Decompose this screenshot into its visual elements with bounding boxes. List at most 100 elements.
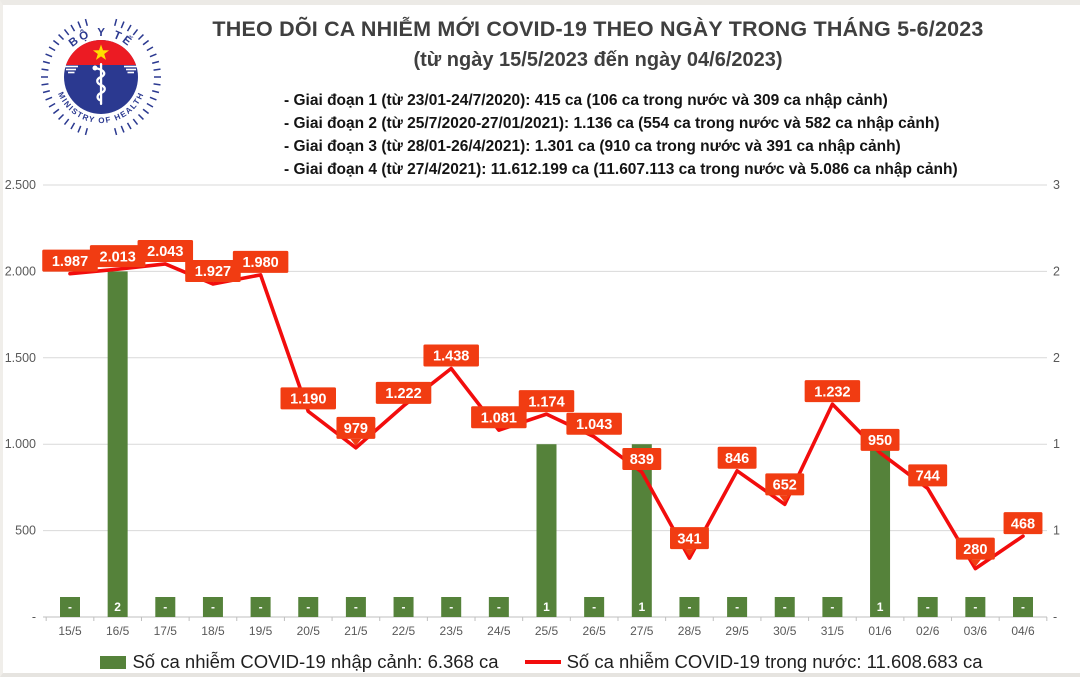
logo-radial-ticks xyxy=(41,18,161,136)
data-label-value: 652 xyxy=(773,478,797,494)
date-label: 04/6 xyxy=(1011,624,1035,638)
date-label: 26/5 xyxy=(582,624,606,638)
data-label-pointer xyxy=(350,438,362,446)
data-label-value: 1.081 xyxy=(481,410,517,426)
data-label-value: 846 xyxy=(725,451,749,467)
imported-cases-bar xyxy=(584,597,605,617)
logo-tick xyxy=(120,21,125,29)
imported-cases-bar xyxy=(870,444,891,617)
date-label: 20/5 xyxy=(297,624,321,638)
data-label-value: 979 xyxy=(344,421,368,437)
left-axis-tick-label: 1.500 xyxy=(5,351,36,365)
data-label-value: 1.232 xyxy=(814,384,850,400)
logo-tick xyxy=(84,127,89,136)
logo-tick xyxy=(146,102,154,108)
logo-tick xyxy=(137,113,144,120)
bar-value-label: - xyxy=(68,600,72,614)
logo-tick xyxy=(41,68,49,71)
logo-tick xyxy=(77,125,82,133)
data-label-value: 280 xyxy=(963,542,987,558)
legend-imported-label: Số ca nhiễm COVID-19 nhập cảnh: 6.368 ca xyxy=(132,651,499,672)
data-label-box xyxy=(423,344,479,367)
bar-value-label: - xyxy=(306,600,310,614)
logo-tick xyxy=(142,108,150,115)
date-label: 25/5 xyxy=(535,624,559,638)
imported-cases-bar xyxy=(965,597,986,617)
legend-domestic-label: Số ca nhiễm COVID-19 trong nước: 11.608.… xyxy=(566,651,983,672)
data-label-box xyxy=(717,446,757,469)
data-label-pointer xyxy=(683,549,695,557)
red-line-swatch-icon xyxy=(524,660,561,664)
logo-tick xyxy=(132,28,139,36)
bar-value-label: 2 xyxy=(114,600,121,614)
bar-value-label: - xyxy=(830,600,834,614)
data-label-box xyxy=(518,390,575,413)
phase-line-4: - Giai đoạn 4 (từ 27/4/2021): 11.612.199… xyxy=(284,161,958,178)
logo-tick xyxy=(77,21,82,29)
data-label-box xyxy=(375,381,432,404)
logo-tick xyxy=(58,113,65,120)
logo-tick xyxy=(153,68,161,71)
date-label: 30/5 xyxy=(773,624,797,638)
date-label: 03/6 xyxy=(964,624,988,638)
ministry-of-health-logo: BỘ Y TẾ MINISTRY OF HEALTH xyxy=(41,18,161,136)
logo-tick xyxy=(45,53,53,58)
date-label: 18/5 xyxy=(201,624,225,638)
data-label-value: 1.927 xyxy=(195,264,231,280)
imported-cases-bar xyxy=(250,597,271,617)
data-label-value: 468 xyxy=(1011,516,1035,532)
data-label-value: 1.190 xyxy=(290,392,326,408)
legend-item-imported: Số ca nhiễm COVID-19 nhập cảnh: 6.368 ca xyxy=(100,651,499,673)
data-label-box xyxy=(670,527,709,550)
data-label-value: 1.438 xyxy=(433,349,469,365)
date-label: 28/5 xyxy=(678,624,702,638)
phase-line-3: - Giai đoạn 3 (từ 28/01-26/4/2021): 1.30… xyxy=(284,138,901,155)
logo-tick xyxy=(45,96,53,101)
date-label: 01/6 xyxy=(868,624,892,638)
data-label-box xyxy=(860,428,900,451)
page-title: THEO DÕI CA NHIỄM MỚI COVID-19 THEO NGÀY… xyxy=(212,17,984,41)
page-subtitle: (từ ngày 15/5/2023 đến ngày 04/6/2023) xyxy=(413,49,783,71)
star-icon xyxy=(92,44,110,60)
phase-line-2: - Giai đoạn 2 (từ 25/7/2020-27/01/2021):… xyxy=(284,115,940,132)
bar-value-label: - xyxy=(402,600,406,614)
date-label: 21/5 xyxy=(344,624,368,638)
right-axis-tick-label: 1 xyxy=(1053,437,1060,451)
data-label-box xyxy=(566,412,622,435)
data-label-box xyxy=(804,380,861,403)
imported-cases-bar xyxy=(679,597,700,617)
bar-value-label: - xyxy=(354,600,358,614)
bar-value-label: - xyxy=(163,600,167,614)
date-label: 31/5 xyxy=(821,624,845,638)
logo-tick xyxy=(120,125,125,133)
data-label-value: 1.222 xyxy=(385,386,421,402)
left-axis-tick-label: 2.500 xyxy=(5,178,36,192)
bar-value-label: - xyxy=(211,600,215,614)
date-label: 27/5 xyxy=(630,624,654,638)
date-label: 22/5 xyxy=(392,624,416,638)
rod-of-asclepius-icon xyxy=(92,63,106,105)
date-label: 02/6 xyxy=(916,624,940,638)
logo-tick xyxy=(142,39,150,46)
left-axis-tick-label: - xyxy=(32,610,36,624)
data-label-value: 341 xyxy=(677,531,701,547)
imported-cases-bar xyxy=(536,444,557,617)
data-label-value: 744 xyxy=(916,469,940,485)
imported-cases-bar xyxy=(727,597,748,617)
bar-value-label: - xyxy=(735,600,739,614)
data-label-value: 950 xyxy=(868,433,892,449)
logo-tick xyxy=(52,39,60,46)
logo-tick xyxy=(52,108,60,115)
logo-tick xyxy=(149,96,157,101)
logo-tick xyxy=(151,89,160,94)
green-bar-swatch-icon xyxy=(100,655,127,669)
bar-value-label: 1 xyxy=(877,600,884,614)
logo-tick xyxy=(153,83,161,86)
imported-cases-bar xyxy=(155,597,176,617)
logo-tick xyxy=(70,122,76,130)
logo-tick xyxy=(126,24,132,32)
data-label-value: 1.987 xyxy=(52,254,88,270)
logo-tick xyxy=(84,18,89,27)
date-label: 15/5 xyxy=(58,624,82,638)
bar-value-label: - xyxy=(687,600,691,614)
